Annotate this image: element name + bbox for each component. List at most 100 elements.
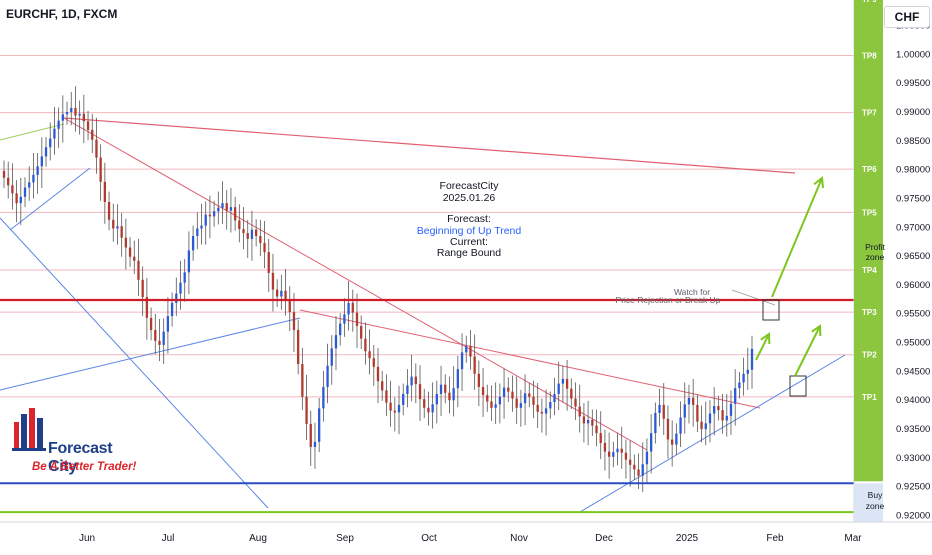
candle-body [561, 378, 565, 384]
candle-up [347, 280, 350, 331]
currency-button[interactable]: CHF [884, 6, 930, 28]
tp-label: TP6 [862, 165, 877, 174]
candle-body [233, 207, 237, 221]
tp-label: TP9 [862, 0, 877, 4]
candle-up [78, 100, 81, 135]
y-tick-label: 0.99500 [896, 78, 930, 89]
channel-line [0, 317, 301, 391]
candle-body [292, 312, 296, 330]
forecast-arrow-head [813, 176, 825, 189]
candle-down [536, 382, 539, 428]
watch-box-top [762, 299, 780, 321]
candle-body [267, 252, 270, 273]
x-tick-label: 2025 [676, 533, 699, 544]
candle-body [721, 410, 724, 421]
candle-body [351, 302, 354, 313]
candle-body [360, 325, 363, 339]
candle-body [544, 408, 548, 414]
candle-body [469, 346, 472, 357]
candle-body [624, 452, 628, 460]
candle-up [183, 259, 186, 302]
candle-down [414, 363, 417, 404]
candle-up [658, 388, 661, 427]
candle-body [498, 396, 502, 405]
candle-body [633, 464, 636, 470]
candle-body [637, 469, 640, 476]
candle-up [586, 400, 590, 446]
candle-up [32, 152, 35, 199]
candle-body [254, 229, 258, 236]
candle-body [326, 365, 329, 388]
x-tick-label: Oct [421, 533, 437, 544]
candle-up [557, 361, 560, 411]
candle-body [166, 316, 170, 332]
candle-body [137, 260, 140, 280]
candle-down [233, 196, 237, 231]
candle-up [221, 181, 224, 224]
candle-down [91, 113, 94, 153]
candle-body [427, 407, 430, 413]
candle-body [221, 203, 224, 208]
y-tick-label: 0.92500 [896, 482, 930, 493]
candle-up [679, 401, 682, 447]
candle-body [528, 393, 531, 397]
tp-label: TP8 [862, 52, 877, 61]
candle-up [742, 357, 745, 396]
candle-body [28, 182, 31, 188]
candle-down [515, 376, 518, 424]
candle-up [187, 231, 191, 295]
candle-down [418, 365, 422, 422]
candle-body [658, 404, 661, 413]
candle-body [465, 346, 468, 353]
x-tick-label: Aug [249, 533, 267, 544]
candle-up [734, 369, 737, 426]
annotation-date: 2025.01.26 [443, 192, 496, 204]
candle-down [292, 293, 296, 352]
candle-body [490, 401, 493, 408]
candle-body [574, 398, 577, 407]
candle-body [742, 373, 745, 383]
tp-label: TP3 [862, 308, 877, 317]
tp-label: TP1 [862, 393, 877, 402]
candle-body [452, 388, 455, 401]
candle-body [242, 229, 245, 234]
trendline [299, 309, 761, 409]
candle-up [406, 369, 409, 408]
candle-up [561, 365, 565, 403]
candle-body [456, 369, 459, 389]
candle-body [103, 181, 107, 202]
candle-down [692, 378, 695, 427]
candle-down [15, 180, 18, 223]
candle-down [7, 161, 10, 199]
candle-body [729, 403, 733, 416]
candle-body [124, 237, 128, 248]
candle-down [112, 203, 115, 242]
candle-down [95, 117, 98, 174]
candle-body [393, 410, 396, 413]
candle-body [145, 297, 149, 318]
candle-body [628, 459, 632, 465]
candle-down [149, 307, 153, 341]
candle-down [490, 385, 493, 422]
candle-down [145, 278, 149, 340]
candle-body [460, 352, 464, 370]
x-tick-label: Feb [766, 533, 784, 544]
candle-down [595, 409, 598, 447]
candle-up [322, 370, 325, 422]
candle-up [725, 393, 728, 437]
candle-up [166, 297, 170, 354]
candle-down [351, 289, 354, 332]
candle-body [305, 396, 308, 424]
candle-body [616, 448, 619, 453]
x-tick-label: Sep [336, 533, 354, 544]
candle-body [154, 329, 157, 341]
candle-body [406, 385, 409, 394]
candle-body [70, 108, 73, 113]
candle-body [162, 331, 165, 345]
candle-down [137, 238, 140, 296]
candle-body [82, 113, 85, 122]
candle-body [179, 282, 182, 294]
candle-down [364, 322, 367, 365]
x-tick-label: Jun [79, 533, 95, 544]
